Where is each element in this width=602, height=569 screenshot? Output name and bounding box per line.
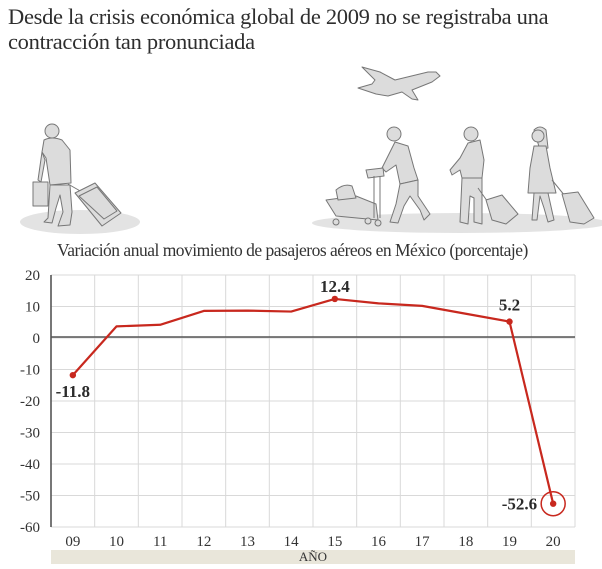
traveler-with-suitcase-icon xyxy=(32,123,122,227)
x-tick-label: 09 xyxy=(65,534,80,550)
x-tick-label: 15 xyxy=(327,534,342,550)
x-tick-label: 18 xyxy=(458,534,473,550)
y-tick-label: -30 xyxy=(20,426,40,442)
y-axis-ticks: 20 10 0 -10 -20 -30 -40 -50 -60 xyxy=(20,268,40,536)
data-point-marker xyxy=(331,295,339,303)
woman-with-rolling-suitcase-icon xyxy=(527,126,595,225)
chart-grid xyxy=(50,274,576,528)
x-tick-label: 10 xyxy=(109,534,124,550)
y-tick-label: -20 xyxy=(20,394,40,410)
data-label: -11.8 xyxy=(56,382,90,401)
y-tick-label: 20 xyxy=(25,268,40,284)
data-point-marker xyxy=(69,371,77,379)
x-tick-label: 16 xyxy=(371,534,387,550)
y-tick-label: -50 xyxy=(20,489,40,505)
traveler-with-luggage-cart-icon xyxy=(325,126,431,227)
x-tick-label: 19 xyxy=(502,534,517,550)
chart-title: Variación anual movimiento de pasajeros … xyxy=(57,240,528,260)
data-point-marker xyxy=(506,318,513,325)
series-line xyxy=(72,297,555,504)
ground-shadow-right xyxy=(312,213,602,233)
highlight-ring xyxy=(540,490,566,517)
traveler-with-rolling-bag-icon xyxy=(449,126,519,225)
x-tick-label: 20 xyxy=(546,534,561,550)
data-point-marker xyxy=(549,500,557,507)
x-tick-label: 13 xyxy=(240,534,255,550)
data-points xyxy=(69,295,566,517)
y-tick-label: -40 xyxy=(20,457,40,473)
x-tick-label: 11 xyxy=(153,534,167,550)
x-axis-ticks: 09 10 11 12 13 14 15 16 17 18 19 20 xyxy=(65,534,560,550)
x-axis-band xyxy=(51,550,575,564)
travelers-illustration xyxy=(20,66,602,234)
x-tick-label: 12 xyxy=(196,534,211,550)
data-label: -52.6 xyxy=(502,495,537,514)
data-label: 12.4 xyxy=(320,277,350,296)
y-tick-label: 0 xyxy=(33,331,41,347)
x-axis-label: AÑO xyxy=(299,549,327,564)
y-tick-label: -60 xyxy=(20,520,40,536)
data-labels: -11.8 12.4 5.2 -52.6 xyxy=(56,277,538,514)
x-tick-label: 17 xyxy=(415,534,431,550)
y-tick-label: 10 xyxy=(25,300,40,316)
y-tick-label: -10 xyxy=(20,363,40,379)
x-tick-label: 14 xyxy=(284,534,300,550)
headline: Desde la crisis económica global de 2009… xyxy=(8,4,549,54)
data-label: 5.2 xyxy=(499,296,520,315)
airplane-icon xyxy=(357,66,441,101)
